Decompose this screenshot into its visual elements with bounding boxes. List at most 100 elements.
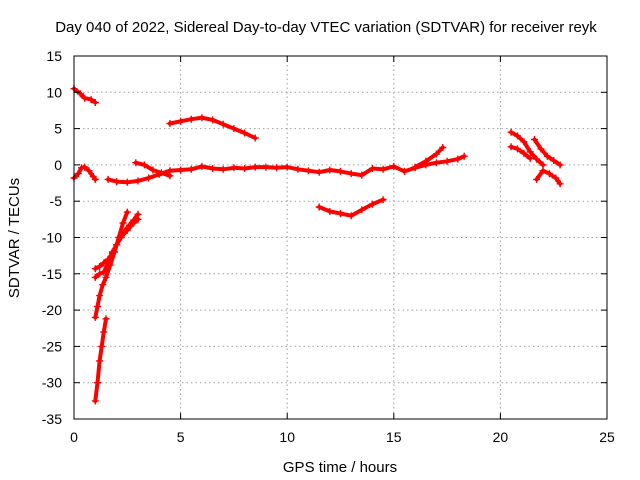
data-point-marker <box>123 178 131 186</box>
data-point-marker <box>390 162 398 170</box>
series-arc-6 <box>91 215 142 281</box>
data-point-marker <box>187 165 195 173</box>
data-point-marker <box>337 210 344 217</box>
data-point-marker <box>550 157 558 164</box>
data-point-marker <box>132 159 140 167</box>
data-point-marker <box>94 303 101 310</box>
data-point-marker <box>134 215 142 223</box>
y-tick-label: -10 <box>42 230 62 246</box>
data-point-marker <box>81 163 89 171</box>
data-point-marker <box>432 150 440 158</box>
data-point-marker <box>526 148 534 156</box>
data-point-marker <box>209 165 217 172</box>
x-tick-label: 0 <box>70 429 78 445</box>
data-point-marker <box>96 270 104 278</box>
y-tick-label: -25 <box>42 338 62 354</box>
data-point-marker <box>102 315 110 323</box>
x-tick-label: 5 <box>177 429 185 445</box>
series-trace <box>534 168 563 186</box>
data-point-marker <box>145 174 153 182</box>
data-point-marker <box>537 145 545 153</box>
data-point-marker <box>539 167 547 175</box>
data-point-marker <box>531 136 538 143</box>
axis-ticks: 0 5 10 15 20 25 15 10 5 0 -5 -10 -15 -20 -25 -30 -35 <box>42 48 615 445</box>
data-point-marker <box>198 162 206 170</box>
data-point-marker <box>117 234 125 241</box>
y-tick-label: -20 <box>42 302 62 318</box>
y-tick-label: 10 <box>46 84 62 100</box>
data-point-marker <box>520 149 528 157</box>
x-tick-label: 25 <box>599 429 615 445</box>
data-point-marker <box>283 163 291 171</box>
data-point-marker <box>369 200 376 208</box>
y-tick-label: -15 <box>42 266 62 282</box>
data-point-marker <box>91 313 99 321</box>
series-trace <box>93 217 140 280</box>
data-point-marker <box>87 96 95 104</box>
series-arc-4 <box>91 208 131 321</box>
chart-title: Day 040 of 2022, Sidereal Day-to-day VTE… <box>55 19 597 36</box>
data-point-marker <box>556 161 564 169</box>
data-point-marker <box>432 159 440 167</box>
data-point-marker <box>514 145 521 153</box>
data-point-marker <box>454 155 462 163</box>
series-trace <box>93 210 130 320</box>
data-point-marker <box>157 169 165 177</box>
data-point-marker <box>177 166 185 174</box>
data-point-marker <box>166 120 174 127</box>
data-point-marker <box>533 155 541 163</box>
data-point-marker <box>273 164 280 172</box>
data-point-marker <box>556 180 564 188</box>
data-point-marker <box>241 165 249 172</box>
series-arc-9 <box>166 114 259 142</box>
data-point-marker <box>99 281 107 289</box>
data-point-marker <box>100 268 108 276</box>
data-point-marker <box>104 175 112 183</box>
data-point-marker <box>520 138 528 146</box>
data-point-marker <box>113 178 121 186</box>
data-series <box>70 85 564 405</box>
data-point-marker <box>177 117 185 125</box>
series-trace <box>509 144 533 161</box>
data-point-marker <box>198 114 206 122</box>
data-point-marker <box>379 196 387 204</box>
series-arc-8 <box>132 159 174 180</box>
data-point-marker <box>507 143 515 151</box>
data-point-marker <box>507 128 515 136</box>
data-point-marker <box>552 174 560 182</box>
x-tick-label: 20 <box>493 429 509 445</box>
data-point-marker <box>439 144 447 151</box>
data-point-marker <box>443 157 451 165</box>
series-arc-2 <box>70 163 99 183</box>
data-point-marker <box>209 116 217 124</box>
series-arc-11 <box>411 144 447 171</box>
data-point-marker <box>91 265 99 273</box>
data-point-marker <box>187 115 195 123</box>
data-point-marker <box>514 132 521 140</box>
data-point-marker <box>401 167 408 175</box>
y-tick-label: 5 <box>54 121 62 137</box>
series-arc-13 <box>507 143 534 162</box>
data-point-marker <box>140 161 148 169</box>
x-axis-label: GPS time / hours <box>283 459 397 476</box>
data-point-marker <box>526 154 534 162</box>
data-point-marker <box>149 166 157 174</box>
data-point-marker <box>347 170 355 178</box>
y-tick-label: -35 <box>42 411 62 427</box>
data-point-marker <box>76 90 84 98</box>
data-point-marker <box>134 177 142 185</box>
data-point-marker <box>119 219 127 227</box>
data-point-marker <box>411 163 419 171</box>
data-point-marker <box>91 397 99 405</box>
data-point-marker <box>315 203 323 211</box>
data-point-marker <box>369 165 376 172</box>
data-point-marker <box>98 342 106 350</box>
data-point-marker <box>94 379 101 387</box>
data-point-marker <box>100 328 108 336</box>
data-point-marker <box>337 167 344 175</box>
y-tick-label: -30 <box>42 375 62 391</box>
data-point-marker <box>123 226 131 234</box>
data-point-marker <box>85 167 93 175</box>
y-tick-label: 15 <box>46 48 62 64</box>
data-point-marker <box>219 165 227 173</box>
